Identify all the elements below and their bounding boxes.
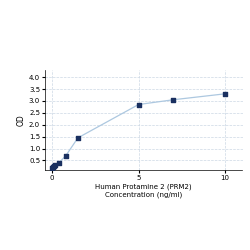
Y-axis label: OD: OD bbox=[17, 114, 26, 126]
Point bbox=[76, 136, 80, 140]
Point bbox=[171, 98, 175, 102]
Point bbox=[50, 166, 54, 170]
Point bbox=[52, 164, 56, 168]
Point bbox=[54, 163, 58, 167]
X-axis label: Human Protamine 2 (PRM2)
Concentration (ng/ml): Human Protamine 2 (PRM2) Concentration (… bbox=[96, 184, 192, 198]
Point bbox=[57, 161, 61, 165]
Point bbox=[51, 165, 55, 169]
Point bbox=[223, 92, 227, 96]
Point bbox=[136, 102, 140, 106]
Point bbox=[64, 154, 68, 158]
